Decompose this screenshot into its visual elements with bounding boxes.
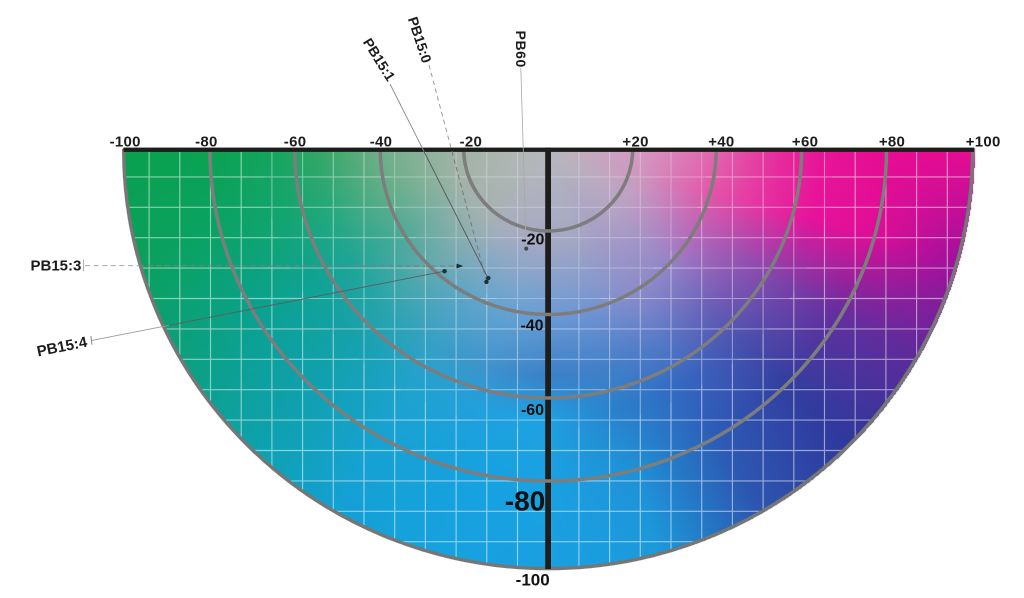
- svg-text:-20: -20: [460, 133, 483, 150]
- svg-text:-60: -60: [284, 133, 307, 150]
- svg-text:-20: -20: [521, 232, 544, 249]
- svg-text:-40: -40: [520, 318, 543, 335]
- svg-text:+100: +100: [966, 133, 1001, 150]
- svg-text:+20: +20: [622, 133, 648, 150]
- svg-text:PB15:3: PB15:3: [31, 258, 82, 275]
- svg-text:-80: -80: [195, 133, 218, 150]
- svg-text:PB15:4: PB15:4: [35, 334, 89, 361]
- svg-text:+80: +80: [879, 133, 905, 150]
- svg-text:+60: +60: [792, 133, 818, 150]
- svg-text:-100: -100: [110, 133, 141, 150]
- svg-text:PB15:0: PB15:0: [405, 15, 435, 65]
- svg-text:-100: -100: [516, 570, 550, 589]
- svg-text:-80: -80: [505, 486, 545, 517]
- svg-text:-60: -60: [521, 402, 544, 419]
- svg-text:PB60: PB60: [513, 31, 529, 68]
- svg-text:+40: +40: [708, 133, 734, 150]
- svg-text:PB15:1: PB15:1: [360, 35, 399, 84]
- svg-text:-40: -40: [370, 133, 393, 150]
